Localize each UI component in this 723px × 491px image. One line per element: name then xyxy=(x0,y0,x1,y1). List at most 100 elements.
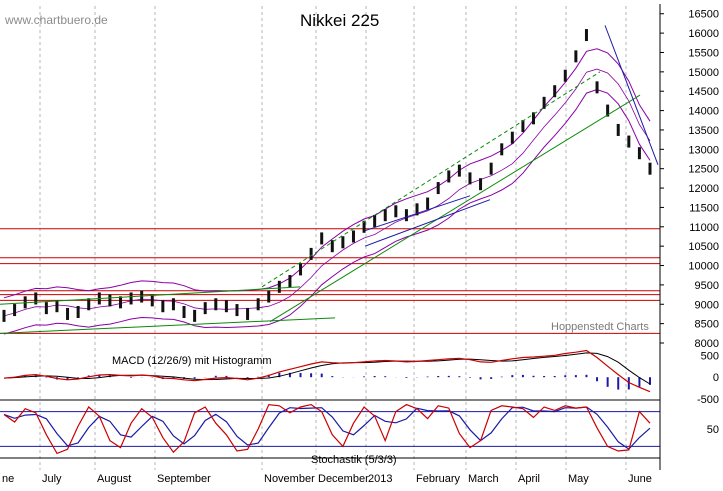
price-bar xyxy=(637,147,641,160)
credit-label: Hoppenstedt Charts xyxy=(551,321,649,333)
price-bar xyxy=(171,298,175,311)
price-bar xyxy=(87,298,91,311)
y-tick-label: 10500 xyxy=(688,241,719,253)
stochastic-k-line xyxy=(3,403,651,455)
x-tick-label: July xyxy=(42,473,62,485)
price-bar xyxy=(383,209,387,222)
price-bar xyxy=(373,214,377,227)
price-bar xyxy=(299,263,303,276)
y-tick-label: 13500 xyxy=(688,125,719,137)
price-bar xyxy=(394,205,398,218)
price-bar xyxy=(426,197,430,210)
price-bar xyxy=(66,307,70,320)
price-bar xyxy=(246,307,250,320)
macd-tick-label: 0 xyxy=(713,372,719,384)
price-bar xyxy=(479,178,483,191)
y-tick-label: 9000 xyxy=(695,299,719,311)
bollinger-lower-band xyxy=(3,88,651,335)
green-support-trendline xyxy=(0,286,301,305)
price-bar xyxy=(404,209,408,222)
price-bar xyxy=(288,275,292,288)
price-bar xyxy=(214,298,218,311)
y-tick-label: 9500 xyxy=(695,280,719,292)
blue-channel-line xyxy=(364,195,471,232)
x-tick-label: April xyxy=(518,473,540,485)
price-bar xyxy=(34,292,38,305)
price-bar xyxy=(542,96,546,109)
price-bar xyxy=(224,300,228,313)
price-bar xyxy=(447,170,451,183)
green-support-trendline xyxy=(269,94,641,323)
x-tick-label: February xyxy=(416,473,461,485)
y-tick-label: 8500 xyxy=(695,319,719,331)
x-tick-label: September xyxy=(157,473,211,485)
price-bar xyxy=(267,290,271,303)
price-bar xyxy=(44,302,48,315)
x-tick-label: August xyxy=(97,473,131,485)
price-bar xyxy=(616,123,620,136)
price-bar xyxy=(648,162,652,175)
price-bar xyxy=(161,300,165,313)
x-tick-label: March xyxy=(468,473,499,485)
green-dashed-channel xyxy=(261,71,601,288)
stochastic-tick-label: 50 xyxy=(707,424,719,436)
y-tick-label: 12000 xyxy=(688,183,719,195)
macd-tick-label: 500 xyxy=(701,350,719,362)
price-bar xyxy=(510,131,514,144)
x-tick-label: ne xyxy=(2,473,14,485)
macd-line xyxy=(3,349,651,393)
price-bar xyxy=(553,85,557,98)
stochastic-title: Stochastik (5/3/3) xyxy=(311,454,397,466)
price-bar xyxy=(489,162,493,175)
blue-channel-line xyxy=(364,199,491,247)
price-bar xyxy=(76,306,80,319)
price-bar xyxy=(129,292,133,305)
x-tick-label: 2013 xyxy=(368,473,392,485)
price-bar xyxy=(193,309,197,322)
y-tick-label: 12500 xyxy=(688,164,719,176)
x-tick-label: December xyxy=(318,473,369,485)
price-bar xyxy=(55,300,59,313)
bollinger-middle-band xyxy=(3,68,651,317)
y-tick-label: 13000 xyxy=(688,144,719,156)
price-bar xyxy=(13,304,17,317)
price-bar xyxy=(606,104,610,117)
watermark: www.chartbuero.de xyxy=(4,13,108,27)
macd-title: MACD (12/26/9) mit Histogramm xyxy=(112,355,272,367)
price-bar xyxy=(595,81,599,94)
price-bar xyxy=(182,306,186,319)
price-bar xyxy=(203,302,207,315)
price-bar xyxy=(330,240,334,253)
price-bar xyxy=(256,298,260,311)
y-tick-label: 16000 xyxy=(688,28,719,40)
x-tick-label: November xyxy=(264,473,315,485)
y-tick-label: 8000 xyxy=(695,338,719,350)
price-bar xyxy=(574,50,578,63)
price-bar xyxy=(584,29,588,42)
price-bar xyxy=(150,294,154,307)
price-bar xyxy=(2,309,6,322)
price-bar xyxy=(532,112,536,125)
price-bar xyxy=(108,294,112,307)
price-bar xyxy=(563,69,567,82)
y-tick-label: 11500 xyxy=(689,202,719,214)
stochastic-d-line xyxy=(3,406,651,450)
macd-tick-label: -500 xyxy=(697,394,719,406)
blue-downtrend-line xyxy=(604,25,659,165)
y-tick-label: 14000 xyxy=(688,106,719,118)
price-bar xyxy=(277,280,281,293)
price-bar xyxy=(521,120,525,133)
x-tick-label: May xyxy=(568,473,589,485)
price-bar xyxy=(627,135,631,148)
y-tick-label: 16500 xyxy=(688,9,719,21)
price-bar xyxy=(309,247,313,260)
price-bar xyxy=(500,143,504,156)
price-bar xyxy=(235,304,239,317)
y-tick-label: 15500 xyxy=(688,47,719,59)
price-bar xyxy=(415,203,419,216)
price-bar xyxy=(118,296,122,309)
price-bar xyxy=(320,232,324,245)
